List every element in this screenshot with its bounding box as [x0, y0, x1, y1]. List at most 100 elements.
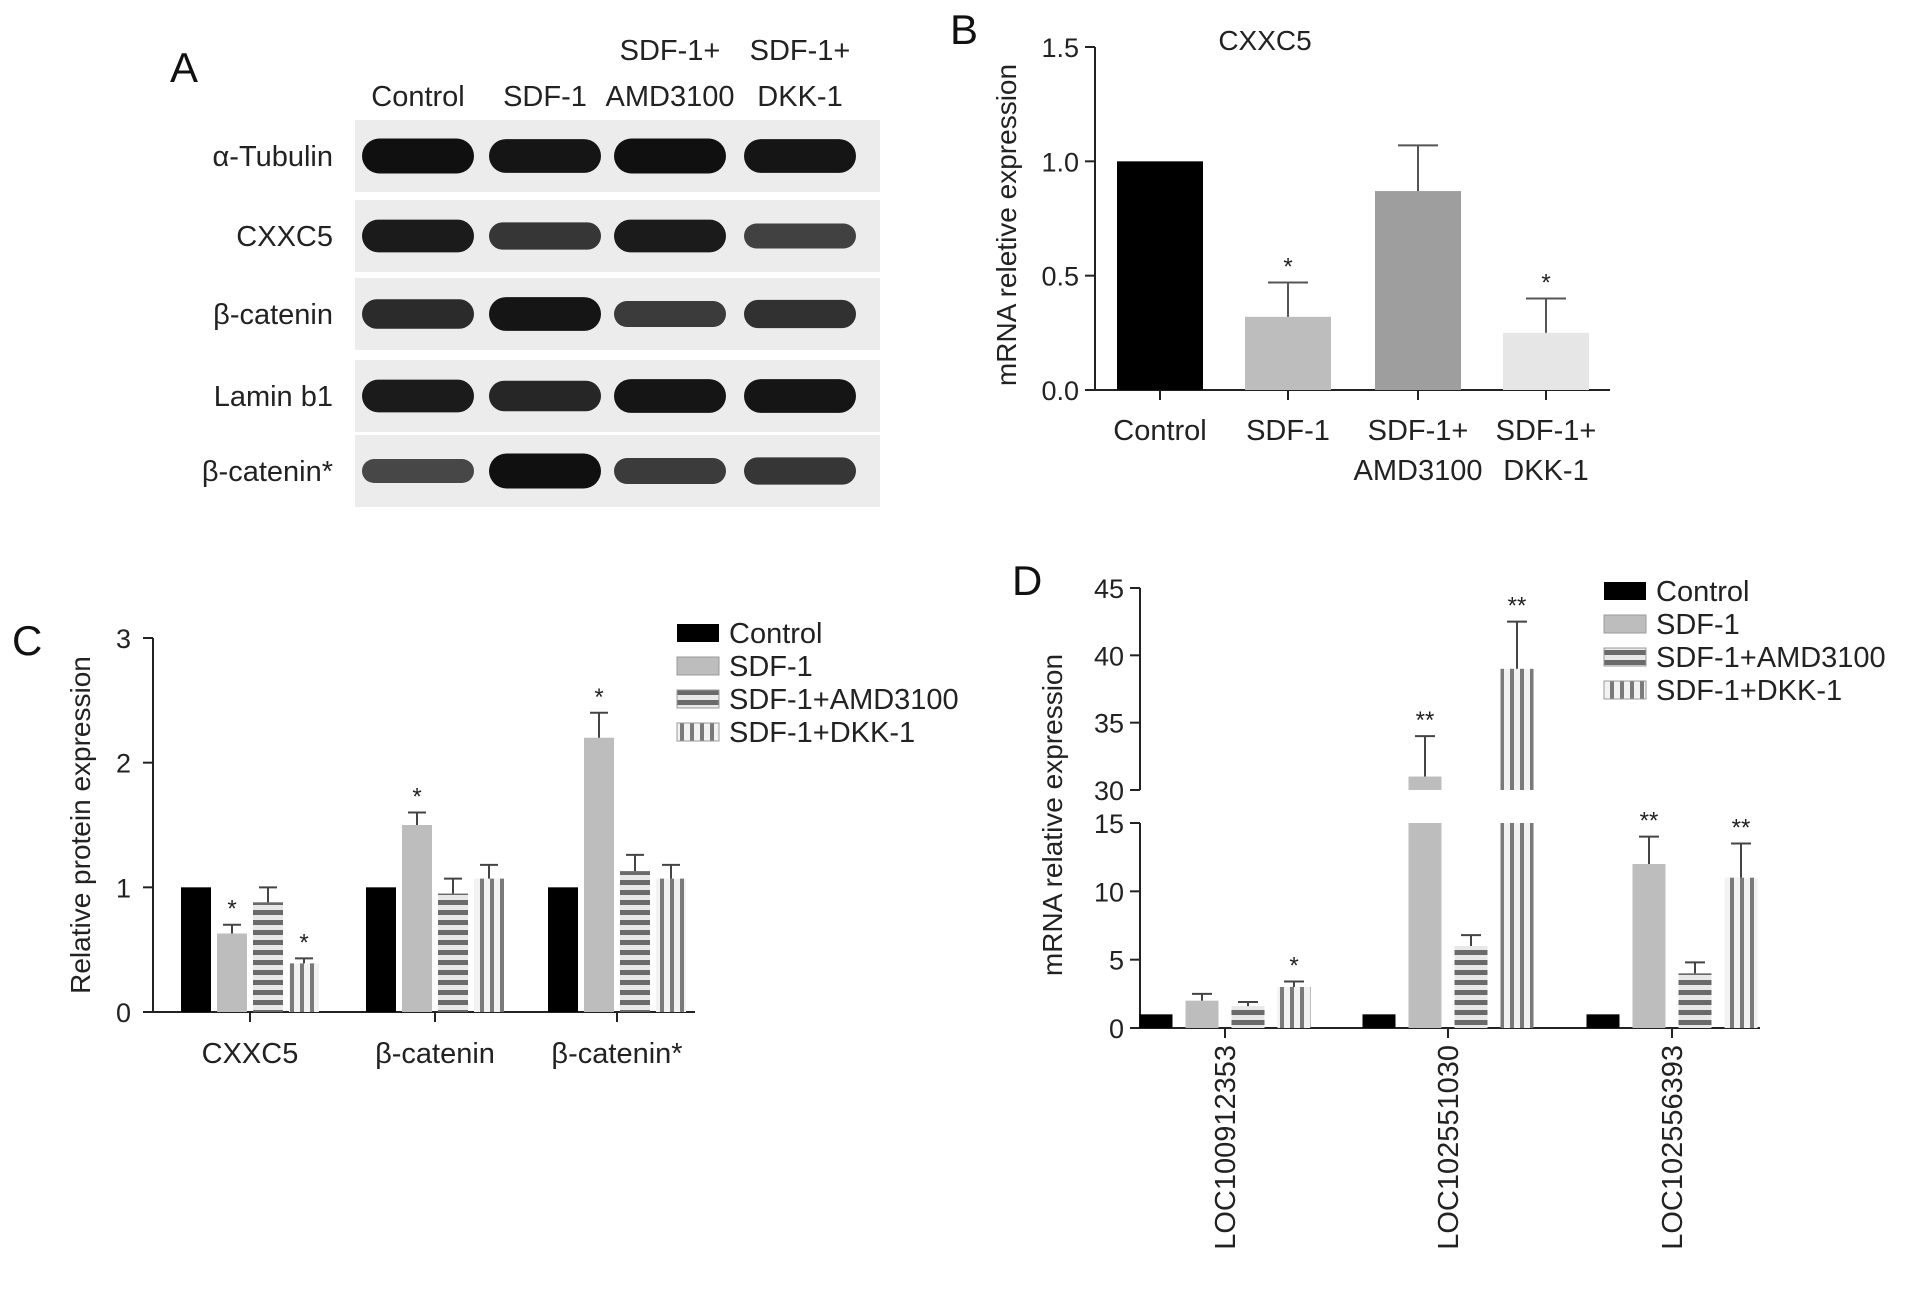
blot-band	[614, 219, 726, 253]
bar	[1500, 823, 1534, 1028]
blot-row-label: β-catenin	[213, 299, 333, 331]
bar	[656, 878, 686, 1012]
legend-swatch	[677, 624, 719, 642]
significance-marker: **	[1640, 808, 1659, 835]
bar	[1454, 946, 1488, 1028]
blot-lane-headers: Control SDF-1 SDF-1+ AMD3100 SDF-1+ DKK-1	[371, 35, 850, 113]
x-category-label: SDF-1	[1246, 415, 1330, 447]
legend-swatch	[676, 656, 720, 676]
blot-band	[489, 222, 601, 250]
bar	[366, 887, 396, 1012]
panel-b-y-axis-title: mRNA reletive expression	[991, 64, 1022, 386]
blot-band	[744, 139, 856, 173]
bar	[1139, 1014, 1173, 1028]
y-tick-label: 40	[1094, 641, 1124, 671]
bar	[1375, 191, 1461, 390]
bar	[548, 887, 578, 1012]
bar	[1678, 973, 1712, 1028]
blot-band	[489, 380, 601, 412]
x-category-label: SDF-1+	[1368, 415, 1469, 447]
y-tick-label: 1	[116, 873, 131, 903]
blot-band	[362, 138, 474, 174]
bar	[1185, 1000, 1219, 1028]
blot-band	[744, 299, 856, 329]
blot-band	[362, 299, 474, 329]
bar	[1245, 316, 1331, 390]
blot-row: Lamin b1	[214, 360, 880, 432]
blot-row: β-catenin	[213, 278, 880, 350]
blot-band	[489, 297, 601, 331]
x-category-label: CXXC5	[202, 1038, 299, 1070]
lane-label-line1: SDF-1+	[620, 35, 721, 67]
y-tick-label: 0.0	[1041, 376, 1079, 406]
y-tick-label: 1.5	[1041, 33, 1079, 63]
significance-marker: *	[299, 929, 308, 956]
blot-row-label: β-catenin*	[202, 456, 333, 488]
x-category-label: LOC100912353	[1210, 1045, 1242, 1250]
significance-marker: *	[227, 896, 236, 923]
legend-swatch	[1603, 614, 1647, 634]
y-tick-label: 30	[1094, 776, 1124, 806]
blot-band	[614, 138, 726, 174]
legend-swatch	[1604, 582, 1646, 600]
bar	[1117, 161, 1203, 390]
bar	[1632, 864, 1666, 1028]
y-tick-label: 15	[1094, 809, 1124, 839]
bar	[1277, 987, 1311, 1028]
legend-label: SDF-1+DKK-1	[1656, 675, 1842, 707]
legend-label: SDF-1	[729, 651, 813, 683]
panel-b-plot: 0.0 0.5 1.0 1.5 Control * SDF-1 SDF-1+ AMD3100 * S…	[1041, 33, 1610, 487]
bar	[217, 933, 247, 1012]
blot-band	[489, 453, 601, 489]
blot-band	[362, 379, 474, 413]
blot-band	[744, 223, 856, 249]
bar	[584, 737, 614, 1012]
y-tick-label: 1.0	[1041, 147, 1079, 177]
x-category-label-line2: AMD3100	[1354, 455, 1483, 487]
significance-marker: *	[594, 684, 603, 711]
panel-c-letter: C	[12, 617, 42, 664]
bar	[1724, 877, 1758, 1028]
panel-b: B CXXC5 mRNA reletive expression 0.0 0.5 1…	[950, 6, 1610, 487]
legend-label: SDF-1+AMD3100	[1656, 642, 1886, 674]
y-tick-label: 2	[116, 749, 131, 779]
legend-label: SDF-1	[1656, 609, 1740, 641]
blot-band	[489, 139, 601, 173]
y-tick-label: 5	[1109, 946, 1124, 976]
panel-d-y-axis-title: mRNA relative expression	[1037, 654, 1068, 976]
blot-band	[362, 459, 474, 483]
x-category-label: LOC102556393	[1657, 1045, 1689, 1250]
x-category-label: Control	[1113, 415, 1207, 447]
x-category-label: β-catenin	[375, 1038, 495, 1070]
bar-upper-segment	[1408, 776, 1442, 790]
blot-row: β-catenin*	[202, 435, 880, 507]
legend-swatch	[676, 722, 720, 742]
legend-label: Control	[729, 618, 823, 650]
y-tick-label: 3	[116, 624, 131, 654]
lane-label-line2: AMD3100	[606, 81, 735, 113]
y-tick-label: 0	[116, 998, 131, 1028]
x-category-label: LOC102551030	[1433, 1045, 1465, 1250]
bar	[402, 825, 432, 1012]
panel-b-title: CXXC5	[1218, 25, 1311, 56]
y-tick-label: 0	[1109, 1014, 1124, 1044]
panel-c: C Relative protein expression 0 1 2 3 * * CXXC…	[12, 617, 959, 1070]
blot-row-label: α-Tubulin	[213, 141, 333, 173]
significance-marker: *	[1283, 254, 1292, 281]
bar	[1586, 1014, 1620, 1028]
bar	[474, 878, 504, 1012]
bar	[253, 902, 283, 1012]
blot-row-label: Lamin b1	[214, 381, 333, 413]
lane-label-line2: Control	[371, 81, 465, 113]
bar-upper-segment	[1500, 668, 1534, 790]
blot-row: CXXC5	[236, 200, 880, 272]
panel-a: A Control SDF-1 SDF-1+ AMD3100 SDF-1+ DKK-1 α…	[170, 35, 880, 507]
legend-swatch	[1603, 680, 1647, 700]
bar	[289, 963, 319, 1012]
blot-band	[744, 379, 856, 413]
